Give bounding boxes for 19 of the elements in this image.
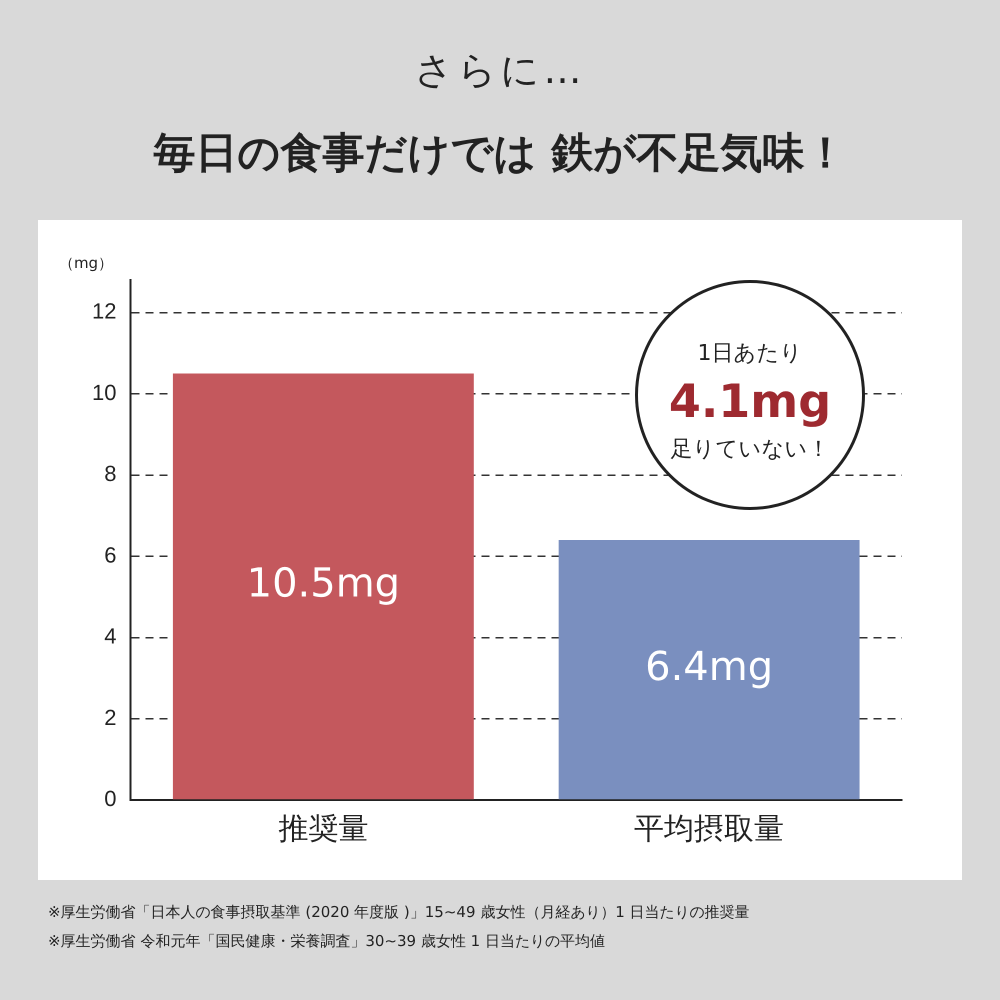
y-axis-title: （mg） — [58, 254, 114, 272]
chart-title: さらに… — [414, 47, 586, 94]
y-tick-label: 4 — [104, 624, 116, 649]
annotation: 4.1mg — [668, 374, 832, 428]
x-tick-label: 推奨量 — [278, 812, 368, 846]
text: ※厚生労働省 令和元年「国民健康・栄養調査」30~39 歳女性 1 日当たりの平均値 — [48, 932, 605, 951]
y-tick-label: 10 — [92, 380, 116, 405]
y-tick-label: 6 — [104, 542, 116, 568]
y-tick-label: 2 — [104, 704, 116, 730]
text: ※厚生労働省「日本人の食事摂取基準 (2020 年度版 )」15~49 歳女性（月経あり）1 日当たりの推奨量 — [48, 903, 750, 922]
y-tick-label: 0 — [104, 786, 116, 812]
x-tick-label: 平均摂取量 — [634, 812, 784, 846]
annotation: 1日あたり — [696, 340, 804, 368]
chart-subtitle: 毎日の食事だけでは 鉄が不足気味！ — [152, 127, 848, 179]
data-label: 10.5mg — [246, 560, 400, 607]
y-tick-label: 8 — [104, 461, 116, 486]
y-tick-label: 12 — [92, 298, 116, 324]
data-label: 6.4mg — [645, 644, 774, 690]
annotation: 足りていない！ — [670, 436, 830, 464]
